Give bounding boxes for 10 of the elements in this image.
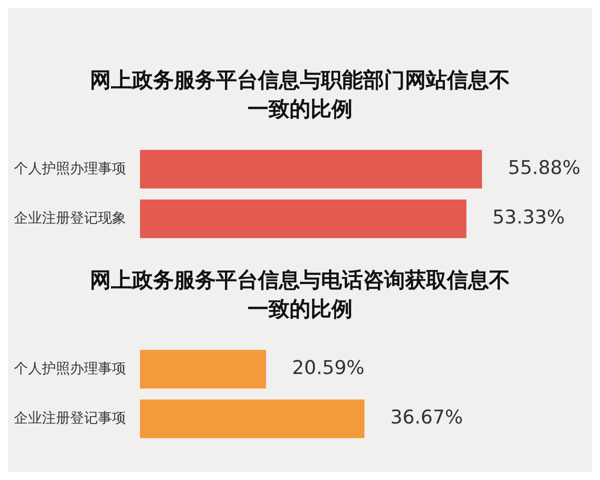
chart-title: 网上政务服务平台信息与电话咨询获取信息不一致的比例: [89, 267, 511, 323]
y-tick-label: 个人护照办理事项: [14, 360, 126, 377]
chart-title: 网上政务服务平台信息与职能部门网站信息不一致的比例: [89, 67, 511, 123]
data-label: 36.67%: [390, 406, 463, 429]
y-tick-label: 企业注册登记现象: [14, 210, 126, 226]
data-label: 20.59%: [292, 357, 364, 380]
data-label: 55.88%: [508, 157, 580, 180]
y-tick-label: 企业注册登记事项: [14, 410, 126, 426]
data-label: 53.33%: [492, 206, 565, 229]
y-tick-label: 个人护照办理事项: [14, 160, 126, 177]
